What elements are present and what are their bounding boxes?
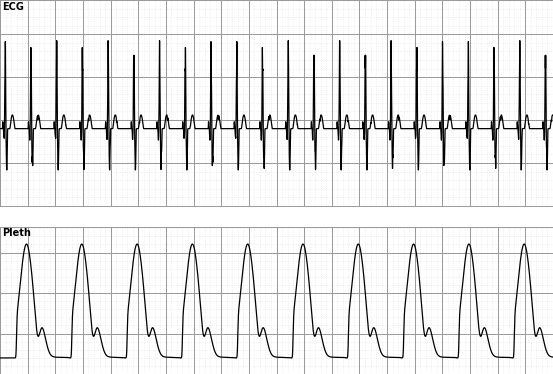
Text: ECG: ECG: [2, 2, 24, 12]
Text: Pleth: Pleth: [2, 229, 30, 239]
